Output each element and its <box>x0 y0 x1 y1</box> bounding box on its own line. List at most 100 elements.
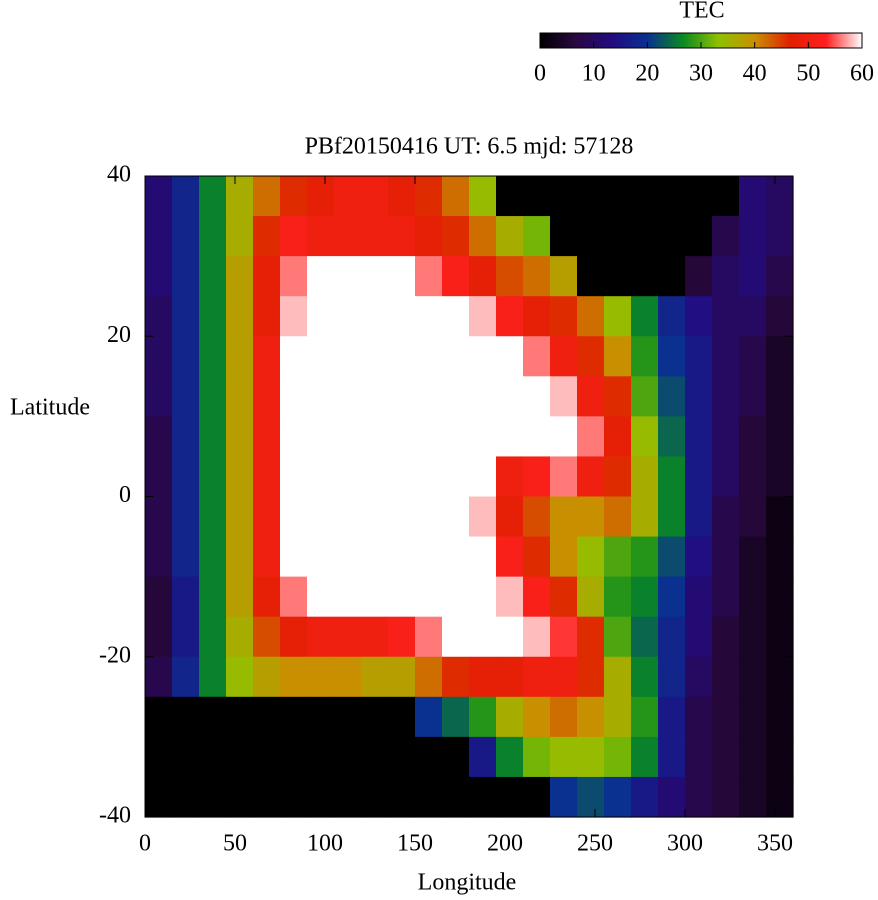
heat-cell <box>685 336 713 377</box>
heat-cell <box>685 176 713 217</box>
heat-cell <box>766 336 794 377</box>
heat-cell <box>280 216 308 257</box>
heat-cell <box>199 736 227 778</box>
heat-cell <box>307 216 335 257</box>
heat-cell <box>253 376 281 417</box>
heat-cell <box>469 176 497 217</box>
heat-cell <box>631 296 659 337</box>
heat-cell <box>523 216 551 257</box>
heat-cell <box>442 176 470 217</box>
heat-cell <box>658 616 686 658</box>
heat-cell <box>766 296 794 337</box>
heat-cell <box>712 736 740 778</box>
heat-cell <box>442 216 470 257</box>
heat-cell <box>253 256 281 297</box>
heat-cell <box>415 616 443 658</box>
heat-cell <box>307 376 335 417</box>
heat-cell <box>604 456 632 498</box>
heat-cell <box>307 256 335 297</box>
heat-cell <box>712 576 740 618</box>
heat-cell <box>307 656 335 698</box>
heat-cell <box>631 536 659 578</box>
heat-cell <box>199 696 227 738</box>
heat-cell <box>388 176 416 217</box>
heat-cell <box>658 336 686 377</box>
heat-cell <box>307 296 335 337</box>
heat-cell <box>334 216 362 257</box>
heat-cell <box>712 496 740 538</box>
heat-cell <box>469 456 497 498</box>
heat-cell <box>658 176 686 217</box>
heat-cell <box>334 576 362 618</box>
heat-cell <box>442 336 470 377</box>
heat-cell <box>550 576 578 618</box>
heat-cell <box>523 696 551 738</box>
heat-cell <box>523 736 551 778</box>
heat-cell <box>388 576 416 618</box>
heat-cell <box>469 256 497 297</box>
heat-cell <box>631 216 659 257</box>
heat-cell <box>172 456 200 498</box>
heat-cell <box>415 776 443 818</box>
heat-cell <box>334 256 362 297</box>
heat-cell <box>280 336 308 377</box>
heat-cell <box>766 776 794 818</box>
heat-cell <box>739 656 767 698</box>
heat-cell <box>361 176 389 217</box>
heat-cell <box>496 576 524 618</box>
heat-cell <box>550 736 578 778</box>
colorbar-tick-label: 10 <box>582 61 606 87</box>
heat-cell <box>766 696 794 738</box>
heat-cell <box>550 176 578 217</box>
heat-cell <box>307 696 335 738</box>
heat-cell <box>145 216 173 257</box>
heat-cell <box>496 496 524 538</box>
heat-cell <box>577 736 605 778</box>
heat-cell <box>388 736 416 778</box>
heat-cell <box>766 256 794 297</box>
heat-cell <box>658 496 686 538</box>
y-tick-label: 40 <box>107 162 131 188</box>
colorbar-tick-label: 60 <box>850 61 874 87</box>
heat-cell <box>523 256 551 297</box>
heat-cell <box>631 336 659 377</box>
heat-cell <box>469 376 497 417</box>
heat-cell <box>766 576 794 618</box>
heat-cell <box>658 656 686 698</box>
y-tick-label: 0 <box>119 482 131 508</box>
heat-cell <box>280 176 308 217</box>
heat-cell <box>226 176 254 217</box>
heat-cell <box>442 616 470 658</box>
heat-cell <box>442 696 470 738</box>
x-tick-label: 50 <box>223 831 247 857</box>
heat-cell <box>172 336 200 377</box>
heat-cell <box>550 536 578 578</box>
heat-cell <box>388 456 416 498</box>
heat-cell <box>550 456 578 498</box>
heat-cell <box>226 416 254 458</box>
heat-cell <box>334 496 362 538</box>
heat-cell <box>199 656 227 698</box>
heat-cell <box>496 216 524 257</box>
heat-cell <box>280 656 308 698</box>
heat-cell <box>253 416 281 458</box>
heat-cell <box>145 656 173 698</box>
x-tick-label: 350 <box>757 831 793 857</box>
heat-cell <box>766 656 794 698</box>
heat-cell <box>739 296 767 337</box>
heat-cell <box>172 216 200 257</box>
heat-cell <box>361 456 389 498</box>
heat-cell <box>685 456 713 498</box>
colorbar-label: TEC <box>679 0 724 24</box>
heat-cell <box>496 416 524 458</box>
heat-cell <box>766 216 794 257</box>
heat-cell <box>415 496 443 538</box>
heat-cell <box>280 696 308 738</box>
heat-cell <box>658 296 686 337</box>
heat-cell <box>577 376 605 417</box>
heat-cell <box>226 616 254 658</box>
heat-cell <box>469 576 497 618</box>
heat-cell <box>685 296 713 337</box>
heat-cell <box>226 776 254 818</box>
heat-cell <box>226 496 254 538</box>
